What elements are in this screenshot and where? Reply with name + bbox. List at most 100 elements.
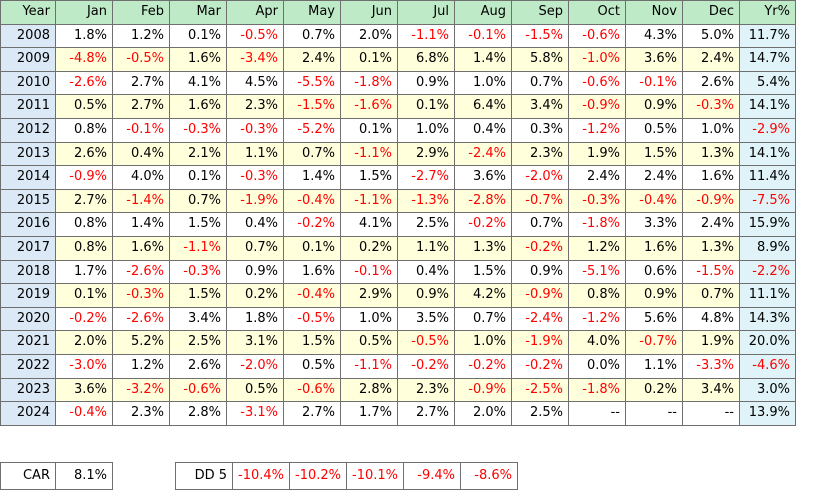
monthly-return-cell: 2.1% — [169, 141, 227, 167]
monthly-return-cell: 5.2% — [112, 330, 170, 355]
monthly-return-cell: 4.1% — [169, 70, 227, 96]
monthly-return-cell: 0.2% — [625, 377, 683, 403]
monthly-return-cell: 0.5% — [625, 117, 683, 143]
monthly-return-cell: 0.9% — [397, 283, 455, 308]
monthly-return-cell: -0.2% — [511, 353, 569, 379]
monthly-return-cell: 0.7% — [511, 70, 569, 96]
monthly-return-cell: -0.6% — [283, 377, 341, 403]
monthly-return-cell: -0.3% — [169, 117, 227, 143]
monthly-return-cell: -4.8% — [55, 47, 113, 72]
monthly-return-cell: 1.6% — [169, 94, 227, 119]
monthly-return-cell: 0.7% — [283, 141, 341, 167]
year-cell: 2014 — [0, 165, 56, 190]
monthly-return-cell: 2.8% — [340, 377, 398, 403]
monthly-return-cell: 1.9% — [568, 141, 626, 167]
monthly-return-cell: 1.5% — [454, 259, 512, 285]
monthly-return-cell: 1.1% — [226, 141, 284, 167]
table-row: 2012 0.8% -0.1% -0.3% -0.3% -5.2% 0.1% 1.0% 0.4%… — [0, 117, 796, 143]
monthly-return-cell: 2.7% — [112, 94, 170, 119]
table-row: 2022 -3.0% 1.2% 2.6% -2.0% 0.5% -1.1% -0.2% -0.2… — [0, 353, 796, 379]
monthly-return-cell: -1.4% — [112, 188, 170, 214]
monthly-return-cell: 0.2% — [340, 235, 398, 261]
monthly-return-cell: -- — [568, 401, 626, 426]
monthly-return-cell: 5.0% — [682, 23, 740, 49]
column-header: May — [283, 0, 341, 25]
table-row: 2021 2.0% 5.2% 2.5% 3.1% 1.5% 0.5% -0.5% 1.0% -1.… — [0, 330, 796, 355]
drawdown-row: DD 5 -10.4% -10.2% -10.1% -9.4% -8.6% — [175, 462, 518, 490]
year-cell: 2012 — [0, 117, 56, 143]
monthly-return-cell: 2.3% — [397, 377, 455, 403]
monthly-return-cell: 0.8% — [55, 235, 113, 261]
monthly-return-cell: -0.3% — [226, 117, 284, 143]
monthly-return-cell: 0.1% — [340, 117, 398, 143]
monthly-return-cell: 1.6% — [283, 259, 341, 285]
monthly-return-cell: 0.1% — [169, 165, 227, 190]
yearly-return-cell: 15.9% — [739, 212, 796, 237]
monthly-return-cell: -0.1% — [340, 259, 398, 285]
header-row: Year Jan Feb Mar Apr May Jun Jul Aug Sep Oct Nov Dec… — [0, 0, 796, 25]
monthly-return-cell: -1.1% — [340, 141, 398, 167]
column-header: Nov — [625, 0, 683, 25]
table-row: 2014 -0.9% 4.0% 0.1% -0.3% 1.4% 1.5% -2.7% 3.6% -… — [0, 165, 796, 190]
monthly-return-cell: 2.4% — [682, 47, 740, 72]
monthly-return-cell: 2.7% — [283, 401, 341, 426]
monthly-return-cell: 0.8% — [568, 283, 626, 308]
monthly-return-cell: 1.9% — [682, 330, 740, 355]
monthly-return-cell: 2.9% — [340, 283, 398, 308]
monthly-return-cell: 2.4% — [625, 165, 683, 190]
monthly-return-cell: -1.2% — [568, 306, 626, 332]
monthly-return-cell: -3.3% — [682, 353, 740, 379]
table-row: 2018 1.7% -2.6% -0.3% 0.9% 1.6% -0.1% 0.4% 1.5% 0… — [0, 259, 796, 285]
column-header: Yr% — [739, 0, 796, 25]
monthly-return-cell: -2.0% — [226, 353, 284, 379]
monthly-return-cell: 0.4% — [226, 212, 284, 237]
yearly-return-cell: -2.9% — [739, 117, 796, 143]
column-header: Mar — [169, 0, 227, 25]
monthly-return-cell: -2.4% — [511, 306, 569, 332]
monthly-return-cell: -3.2% — [112, 377, 170, 403]
monthly-return-cell: 4.5% — [226, 70, 284, 96]
monthly-return-cell: -3.0% — [55, 353, 113, 379]
monthly-return-cell: -3.4% — [226, 47, 284, 72]
monthly-return-cell: -0.4% — [625, 188, 683, 214]
monthly-return-cell: 1.4% — [454, 47, 512, 72]
monthly-return-cell: 1.4% — [283, 165, 341, 190]
year-cell: 2023 — [0, 377, 56, 403]
year-cell: 2016 — [0, 212, 56, 237]
monthly-return-cell: 0.5% — [55, 94, 113, 119]
monthly-return-cell: -1.8% — [568, 377, 626, 403]
monthly-return-cell: 2.3% — [226, 94, 284, 119]
monthly-return-cell: -0.6% — [568, 23, 626, 49]
monthly-return-cell: -0.2% — [283, 212, 341, 237]
table-row: 2016 0.8% 1.4% 1.5% 0.4% -0.2% 4.1% 2.5% -0.2% 0.… — [0, 212, 796, 237]
monthly-return-cell: 0.7% — [454, 306, 512, 332]
column-header: Apr — [226, 0, 284, 25]
car-label: CAR — [0, 462, 56, 490]
monthly-return-cell: 6.4% — [454, 94, 512, 119]
monthly-return-cell: 4.1% — [340, 212, 398, 237]
monthly-return-cell: 3.3% — [625, 212, 683, 237]
monthly-return-cell: -1.1% — [397, 23, 455, 49]
monthly-return-cell: 2.7% — [55, 188, 113, 214]
monthly-return-cell: -5.5% — [283, 70, 341, 96]
monthly-return-cell: -0.7% — [625, 330, 683, 355]
monthly-return-cell: 0.7% — [169, 188, 227, 214]
monthly-return-cell: -2.6% — [112, 259, 170, 285]
monthly-return-cell: -1.1% — [340, 188, 398, 214]
monthly-return-cell: -0.2% — [454, 353, 512, 379]
monthly-return-cell: 1.0% — [454, 70, 512, 96]
table-row: 2023 3.6% -3.2% -0.6% 0.5% -0.6% 2.8% 2.3% -0.9%… — [0, 377, 796, 403]
column-header: Jan — [55, 0, 113, 25]
monthly-return-cell: 2.9% — [397, 141, 455, 167]
monthly-return-cell: 1.3% — [682, 235, 740, 261]
monthly-return-cell: 0.1% — [340, 47, 398, 72]
column-header: Dec — [682, 0, 740, 25]
monthly-return-cell: -2.4% — [454, 141, 512, 167]
monthly-return-cell: 1.0% — [340, 306, 398, 332]
car-summary-table: CAR 8.1% — [0, 462, 113, 490]
monthly-return-cell: -1.8% — [340, 70, 398, 96]
monthly-return-cell: -0.3% — [568, 188, 626, 214]
yearly-return-cell: 14.7% — [739, 47, 796, 72]
monthly-return-cell: 1.1% — [397, 235, 455, 261]
monthly-return-cell: 0.9% — [625, 283, 683, 308]
